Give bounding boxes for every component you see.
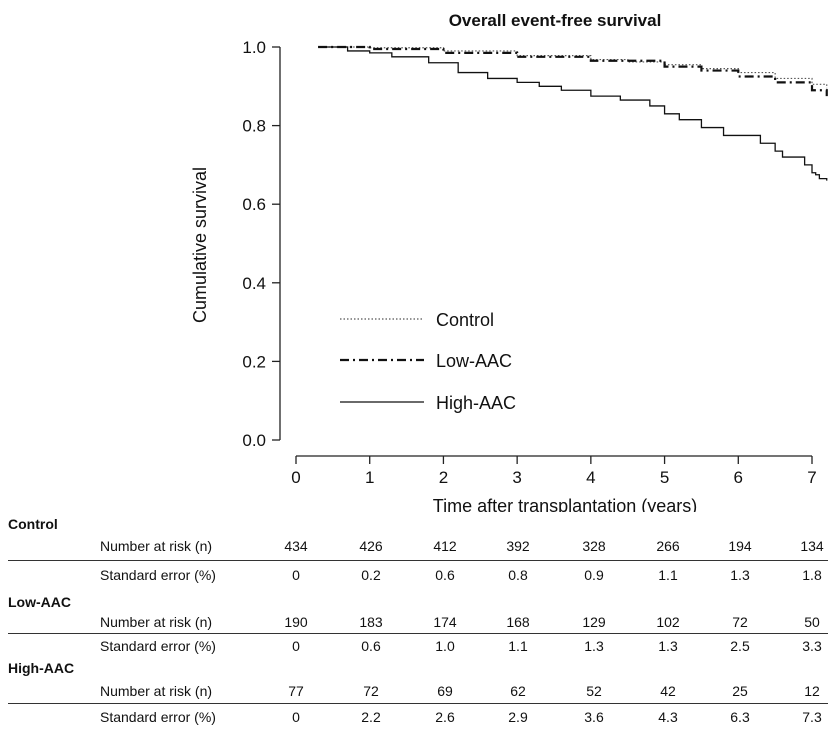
legend-label: Low-AAC — [436, 351, 512, 371]
table-cell: 77 — [288, 683, 304, 699]
x-tick-label: 4 — [586, 468, 595, 487]
table-cell: 392 — [506, 538, 530, 554]
series-lines — [318, 45, 828, 181]
table-cell: 4.3 — [658, 709, 678, 725]
y-axis-label: Cumulative survival — [190, 167, 210, 323]
row-label: Number at risk (n) — [100, 538, 213, 554]
y-tick-label: 0.0 — [242, 431, 266, 450]
table-cell: 1.3 — [584, 638, 604, 654]
table-cell: 183 — [359, 614, 383, 630]
table-cell: 62 — [510, 683, 526, 699]
x-axis-label: Time after transplantation (years) — [433, 496, 697, 512]
table-cell: 1.3 — [658, 638, 678, 654]
table-cell: 0 — [292, 638, 300, 654]
y-tick-label: 0.6 — [242, 195, 266, 214]
table-cell: 129 — [582, 614, 606, 630]
x-tick-label: 2 — [439, 468, 448, 487]
table-cell: 412 — [433, 538, 457, 554]
chart-title: Overall event-free survival — [449, 11, 662, 30]
table-cell: 434 — [284, 538, 308, 554]
x-tick-label: 0 — [291, 468, 300, 487]
table-cell: 3.6 — [584, 709, 604, 725]
axes: 0.0 0.2 0.4 0.6 0.8 1.0 0 1 2 3 4 5 6 7 — [242, 38, 816, 487]
table-cell: 6.3 — [730, 709, 750, 725]
series-line-low-aac — [318, 45, 828, 97]
table-cell: 2.6 — [435, 709, 455, 725]
legend-label: Control — [436, 310, 494, 330]
table-cell: 25 — [732, 683, 748, 699]
table-cell: 0.8 — [508, 567, 528, 583]
table-cell: 12 — [804, 683, 820, 699]
table-cell: 2.2 — [361, 709, 381, 725]
y-tick-label: 0.2 — [242, 352, 266, 371]
table-cell: 50 — [804, 614, 820, 630]
table-cell: 52 — [586, 683, 602, 699]
table-cell: 1.3 — [730, 567, 750, 583]
table-cell: 7.3 — [802, 709, 822, 725]
table-cell: 0.9 — [584, 567, 604, 583]
row-label: Number at risk (n) — [100, 683, 213, 699]
table-cell: 72 — [363, 683, 379, 699]
table-cell: 72 — [732, 614, 748, 630]
group-label-low-aac: Low-AAC — [8, 594, 71, 610]
x-tick-label: 5 — [660, 468, 669, 487]
table-cell: 1.8 — [802, 567, 822, 583]
table-cell: 69 — [437, 683, 453, 699]
table-cell: 3.3 — [802, 638, 822, 654]
table-cell: 168 — [506, 614, 530, 630]
table-cell: 102 — [656, 614, 680, 630]
table-cell: 266 — [656, 538, 680, 554]
legend-label: High-AAC — [436, 393, 516, 413]
y-tick-label: 0.4 — [242, 274, 266, 293]
table-cell: 0 — [292, 709, 300, 725]
x-tick-label: 7 — [807, 468, 816, 487]
series-line-control — [318, 46, 828, 89]
table-divider — [8, 633, 828, 634]
table-cell: 426 — [359, 538, 383, 554]
x-tick-label: 1 — [365, 468, 374, 487]
survival-chart: Overall event-free survival Cumulative s… — [190, 11, 828, 512]
x-tick-label: 3 — [512, 468, 521, 487]
table-cell: 134 — [800, 538, 824, 554]
table-cell: 190 — [284, 614, 308, 630]
row-label: Standard error (%) — [100, 638, 216, 654]
table-cell: 0 — [292, 567, 300, 583]
risk-table: Control Number at risk (n) 434 426 412 392 328… — [0, 512, 833, 730]
table-cell: 0.2 — [361, 567, 381, 583]
table-cell: 1.1 — [658, 567, 678, 583]
table-cell: 1.1 — [508, 638, 528, 654]
series-line-high-aac — [318, 46, 828, 181]
x-tick-label: 6 — [734, 468, 743, 487]
table-cell: 42 — [660, 683, 676, 699]
row-label: Number at risk (n) — [100, 614, 213, 630]
table-cell: 0.6 — [435, 567, 455, 583]
table-cell: 1.0 — [435, 638, 455, 654]
legend: Control Low-AAC High-AAC — [340, 310, 516, 413]
table-cell: 2.5 — [730, 638, 750, 654]
table-divider — [8, 703, 828, 704]
row-label: Standard error (%) — [100, 709, 216, 725]
table-cell: 2.9 — [508, 709, 528, 725]
table-cell: 174 — [433, 614, 457, 630]
table-divider — [8, 560, 828, 561]
row-label: Standard error (%) — [100, 567, 216, 583]
y-tick-label: 0.8 — [242, 117, 266, 136]
table-cell: 0.6 — [361, 638, 381, 654]
table-cell: 194 — [728, 538, 752, 554]
table-cell: 328 — [582, 538, 606, 554]
y-tick-label: 1.0 — [242, 38, 266, 57]
group-label-control: Control — [8, 516, 58, 532]
group-label-high-aac: High-AAC — [8, 660, 75, 676]
